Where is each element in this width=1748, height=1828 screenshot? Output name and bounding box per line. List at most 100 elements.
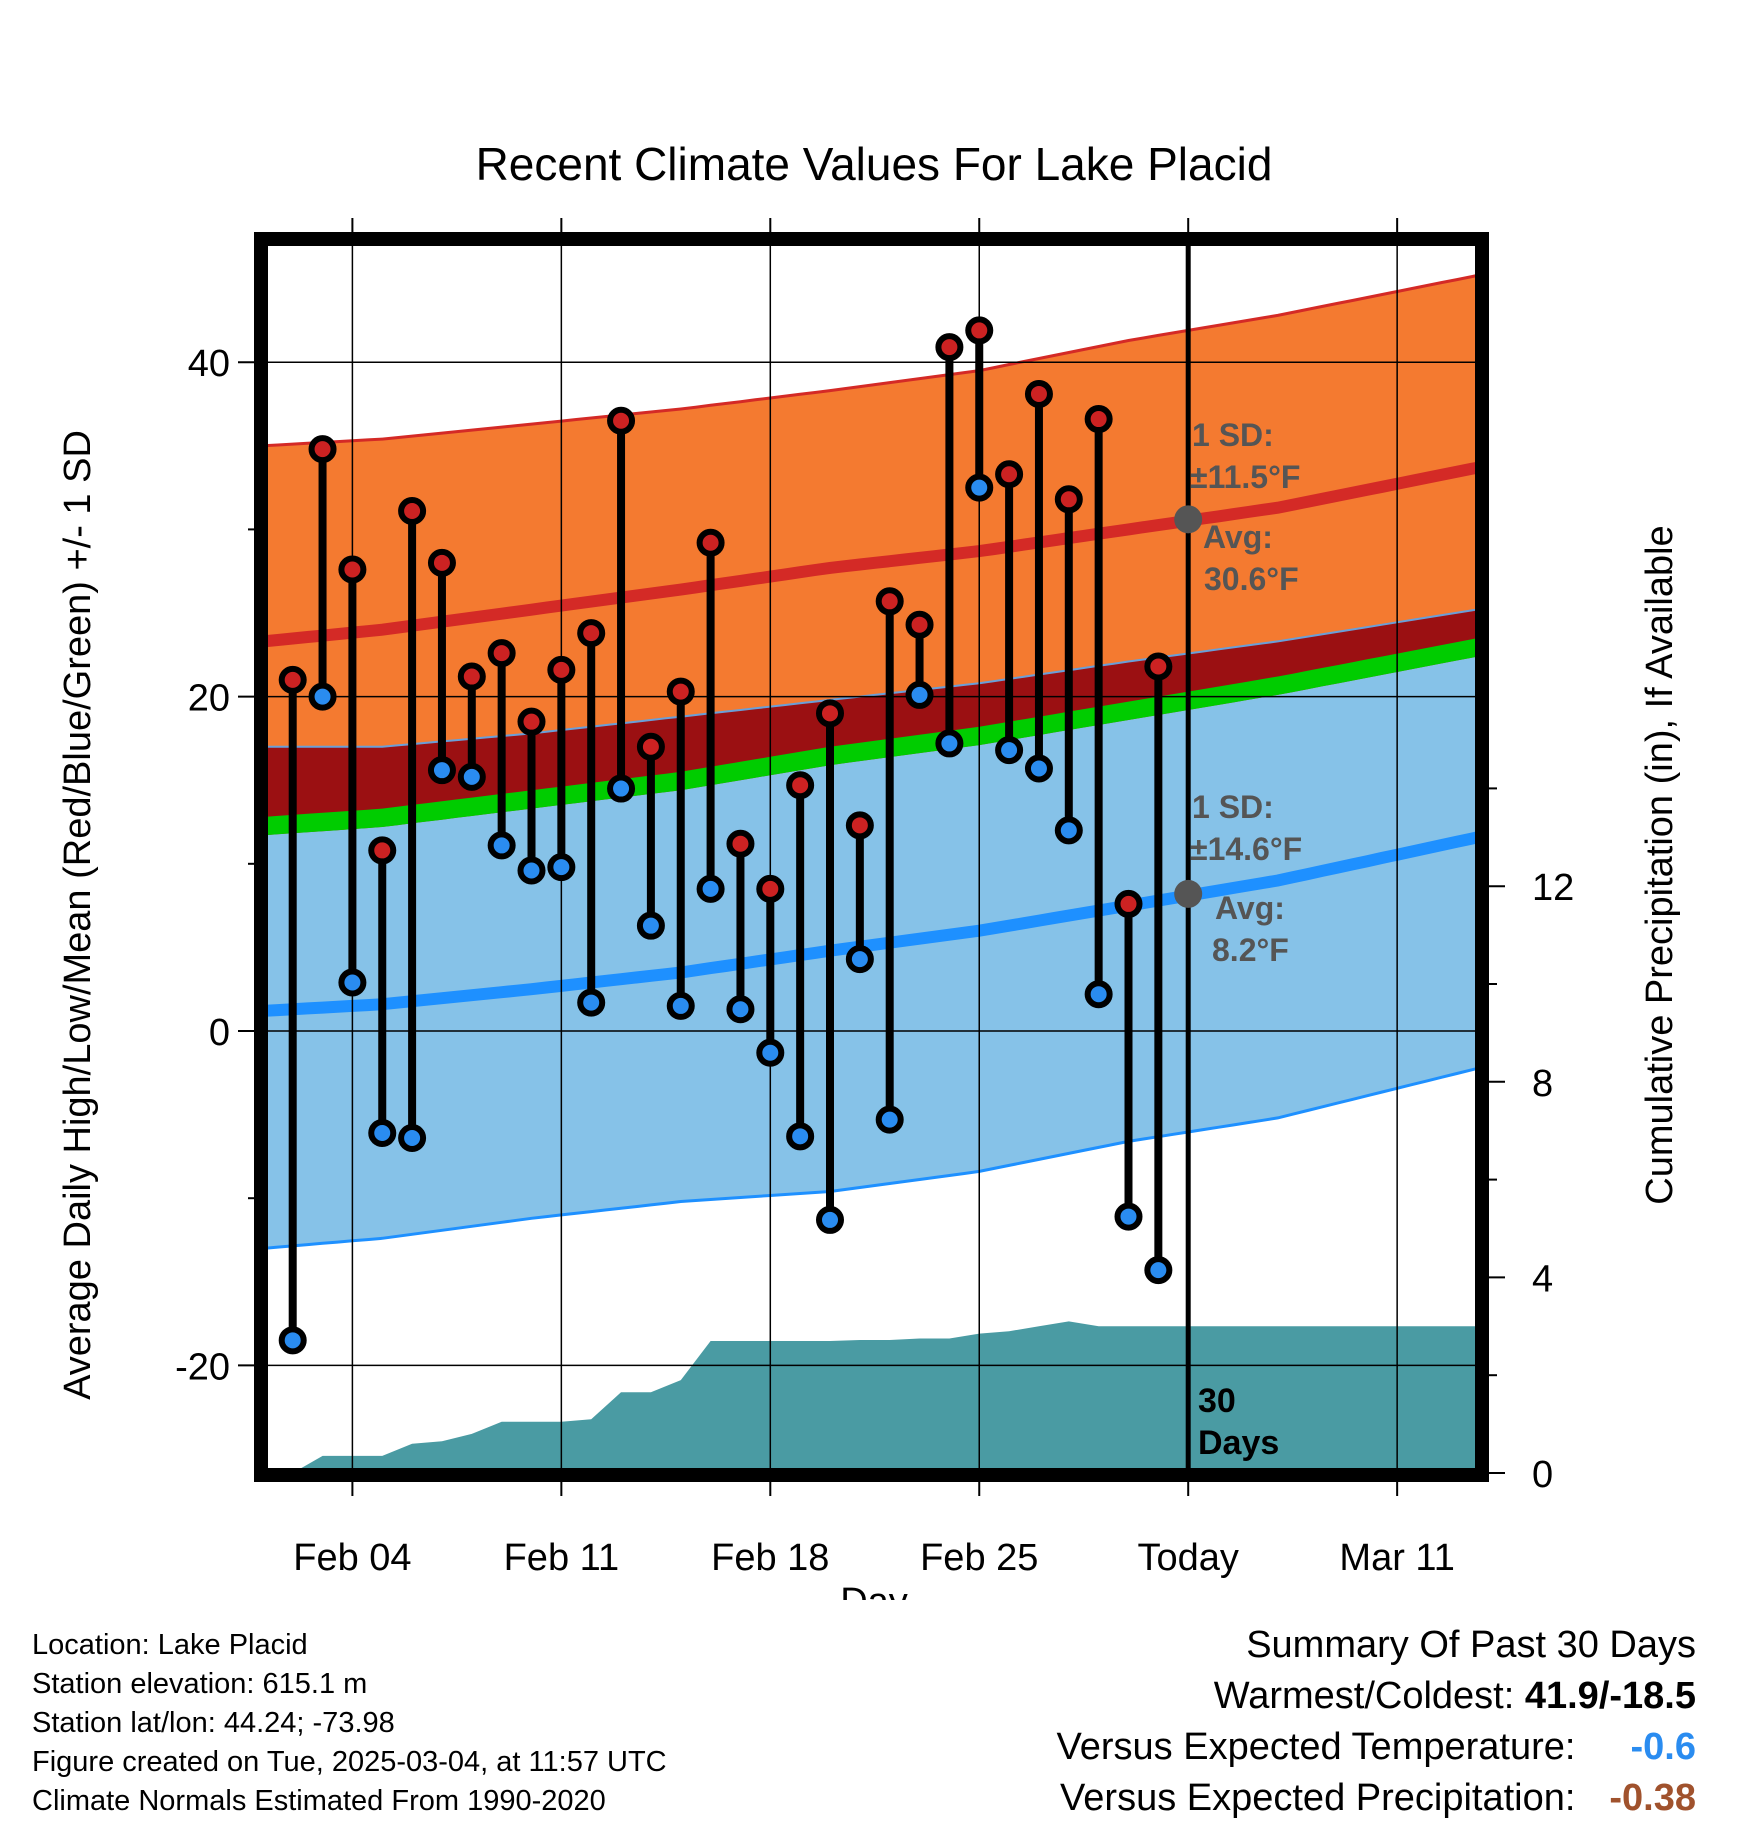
high-avg-label: Avg: <box>1203 519 1273 555</box>
summary-title: Summary Of Past 30 Days <box>1246 1624 1696 1666</box>
precip-area <box>301 1321 1475 1468</box>
location-text: Location: Lake Placid <box>32 1629 308 1661</box>
low-avg-value: 8.2°F <box>1212 932 1289 968</box>
x-tick-label: Feb 11 <box>504 1537 619 1579</box>
period-number: 30 <box>1198 1382 1236 1420</box>
station-info: Location: Lake Placid Station elevation:… <box>32 1626 667 1821</box>
daily-low-point <box>845 945 874 974</box>
period-unit: Days <box>1198 1424 1279 1462</box>
daily-high-point <box>517 707 546 736</box>
elevation-text: Station elevation: 615.1 m <box>32 1668 368 1700</box>
y-tick-label-left: 20 <box>188 678 230 720</box>
high-avg-marker <box>1174 505 1203 534</box>
precip-value: -0.38 <box>1609 1777 1696 1819</box>
daily-high-point <box>607 406 636 435</box>
y-tick-label-right: 8 <box>1532 1063 1553 1105</box>
daily-high-point <box>398 497 427 526</box>
plot-area: 1 SD: ±11.5°F Avg: 30.6°F 1 SD: ±14.6°F Avg: 8.… <box>175 246 1574 1579</box>
y-tick-label-left: 0 <box>209 1012 230 1054</box>
daily-high-point <box>457 662 486 691</box>
daily-high-point <box>1024 379 1053 408</box>
daily-low-point <box>1114 1202 1143 1231</box>
x-axis-label: Day <box>840 1581 908 1600</box>
plot-frame <box>254 232 1489 1482</box>
daily-high-point <box>756 874 785 903</box>
daily-low-point <box>607 774 636 803</box>
daily-high-point <box>338 555 367 584</box>
daily-low-point <box>935 729 964 758</box>
daily-low-point <box>368 1118 397 1147</box>
high-upper-line <box>268 274 1475 448</box>
x-tick-label: Feb 18 <box>711 1537 829 1579</box>
axes <box>238 218 1505 1496</box>
x-tick-label: Mar 11 <box>1339 1537 1454 1579</box>
low-avg-label: Avg: <box>1215 890 1285 926</box>
daily-high-point <box>666 677 695 706</box>
daily-high-point <box>905 610 934 639</box>
high-normal-line <box>268 462 1475 647</box>
daily-high-point <box>1114 889 1143 918</box>
daily-low-point <box>308 682 337 711</box>
daily-high-point <box>995 460 1024 489</box>
daily-high-point <box>278 665 307 694</box>
y-tick-label-right: 0 <box>1532 1454 1553 1496</box>
daily-low-point <box>816 1205 844 1234</box>
daily-high-point <box>845 811 874 840</box>
x-tick-label: Today <box>1137 1537 1238 1579</box>
daily-low-point <box>338 968 367 997</box>
temp-label: Versus Expected Temperature: <box>1056 1726 1576 1768</box>
daily-high-point <box>875 587 904 616</box>
daily-low-point <box>1144 1256 1173 1285</box>
daily-high-point <box>1084 405 1113 434</box>
daily-high-point <box>547 655 576 684</box>
daily-low-point <box>457 762 486 791</box>
daily-low-point <box>636 911 665 940</box>
mean-green-band <box>268 638 1475 836</box>
daily-low-point <box>726 995 755 1024</box>
y-axis-left-label: Average Daily High/Low/Mean (Red/Blue/Gr… <box>57 430 99 1400</box>
normals-text: Climate Normals Estimated From 1990-2020 <box>32 1785 606 1817</box>
daily-high-point <box>965 316 994 345</box>
y-axis-right-label: Cumulative Precipitation (in), If Availa… <box>1639 525 1681 1204</box>
warm-cold-row: Warmest/Coldest: 41.9/-18.5 <box>1057 1671 1696 1722</box>
low-sd-value: ±14.6°F <box>1190 831 1302 867</box>
daily-high-point <box>308 435 337 464</box>
high-sd-band <box>268 275 1475 747</box>
daily-high-point <box>636 732 665 761</box>
low-sd-label: 1 SD: <box>1192 789 1274 825</box>
y-tick-label-left: -20 <box>175 1346 230 1388</box>
daily-high-point <box>368 836 397 865</box>
daily-low-point <box>427 756 456 785</box>
summary-panel: Summary Of Past 30 Days Warmest/Coldest:… <box>1057 1620 1696 1824</box>
high-sd-label: 1 SD: <box>1192 417 1274 453</box>
daily-low-point <box>517 856 546 885</box>
high-sd-value: ±11.5°F <box>1190 459 1300 495</box>
daily-low-point <box>547 853 576 882</box>
daily-low-point <box>786 1122 815 1151</box>
low-lower-line <box>268 1067 1475 1250</box>
daily-low-point <box>905 680 934 709</box>
warm-cold-label: Warmest/Coldest: <box>1213 1675 1515 1717</box>
daily-high-point <box>816 699 844 728</box>
daily-high-point <box>487 639 516 668</box>
y-tick-label-right: 12 <box>1532 867 1574 909</box>
daily-high-point <box>696 528 725 557</box>
daily-low-point <box>1024 754 1053 783</box>
daily-low-point <box>965 473 994 502</box>
temp-value: -0.6 <box>1630 1726 1696 1768</box>
daily-low-point <box>696 874 725 903</box>
daily-high-point <box>786 771 815 800</box>
x-tick-label: Feb 04 <box>293 1537 411 1579</box>
daily-low-point <box>487 831 516 860</box>
daily-high-point <box>577 619 606 648</box>
precip-row: Versus Expected Precipitation: -0.38 <box>1057 1773 1696 1824</box>
y-tick-label-left: 40 <box>188 343 230 385</box>
daily-low-point <box>1054 816 1083 845</box>
high-avg-value: 30.6°F <box>1204 561 1299 597</box>
daily-low-point <box>995 736 1024 765</box>
climate-chart: Recent Climate Values For Lake Placid 1 … <box>57 138 1681 1600</box>
daily-high-point <box>1144 652 1173 681</box>
chart-title: Recent Climate Values For Lake Placid <box>476 138 1273 190</box>
daily-high-point <box>427 548 456 577</box>
high-lower-line <box>268 608 1475 748</box>
